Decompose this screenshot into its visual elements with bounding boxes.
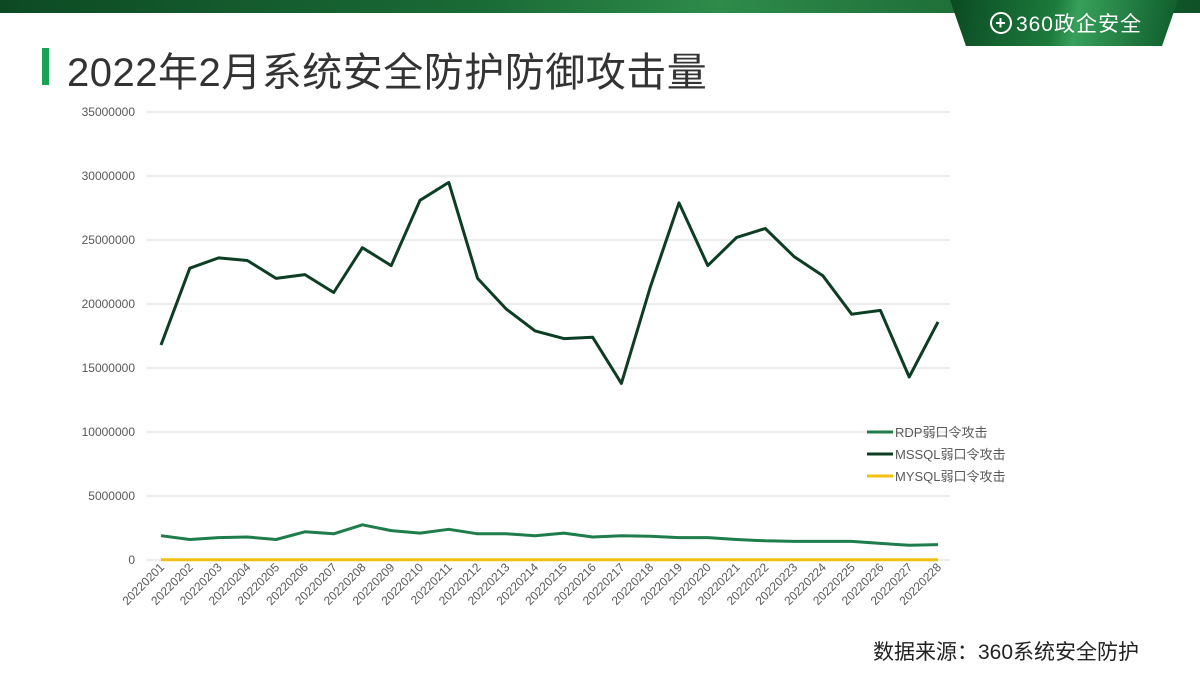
chart-grid [147, 111, 950, 561]
page-title: 2022年2月系统安全防护防御攻击量 [67, 51, 708, 95]
y-tick-label: 0 [128, 553, 135, 567]
legend-label: MYSQL弱口令攻击 [895, 469, 1006, 484]
plus-circle-icon: + [989, 12, 1012, 34]
y-tick-label: 5000000 [88, 489, 135, 503]
brand-tab [950, 0, 1178, 46]
series-line [160, 523, 939, 547]
brand-name: 360政企安全 [1015, 13, 1142, 36]
legend-label: RDP弱口令攻击 [895, 425, 987, 440]
y-tick-label: 25000000 [82, 233, 136, 247]
y-tick-label: 20000000 [82, 297, 136, 311]
top-banner [0, 0, 1200, 13]
series-line [159, 180, 940, 385]
data-source-note: 数据来源：360系统安全防护 [873, 641, 1140, 664]
y-tick-label: 15000000 [82, 361, 136, 375]
chart-series [159, 180, 940, 562]
y-tick-label: 35000000 [82, 105, 136, 119]
legend-label: MSSQL弱口令攻击 [895, 447, 1006, 462]
brand-logo: + 360政企安全 [989, 8, 1142, 38]
title-accent-bar [42, 48, 49, 85]
y-axis-ticks: 0 5000000 10000000 15000000 20000000 25000000… [82, 105, 136, 567]
y-tick-label: 30000000 [82, 169, 136, 183]
chart-legend: RDP弱口令攻击 MSSQL弱口令攻击 MYSQL弱口令攻击 [867, 425, 1006, 484]
y-tick-label: 10000000 [82, 425, 136, 439]
x-axis-ticks: 2022020120220202202202032022020420220205… [119, 560, 944, 608]
